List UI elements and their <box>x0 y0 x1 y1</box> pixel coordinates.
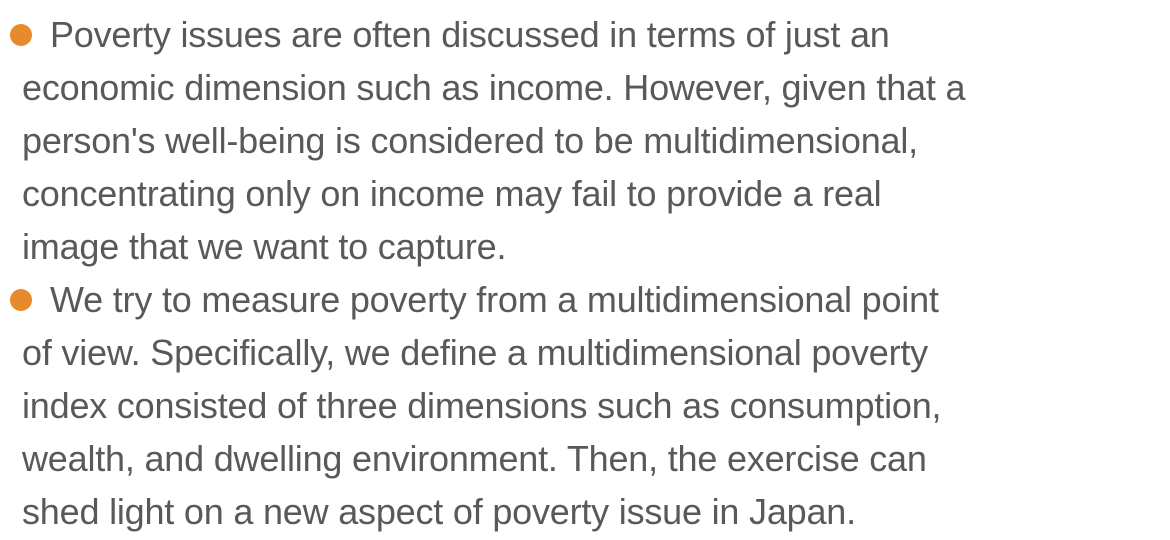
text-line: index consisted of three dimensions such… <box>22 385 942 426</box>
text-line: We try to measure poverty from a multidi… <box>50 279 939 320</box>
text-line: concentrating only on income may fail to… <box>22 173 882 214</box>
text-line: economic dimension such as income. Howev… <box>22 67 966 108</box>
text-line: wealth, and dwelling environment. Then, … <box>22 438 927 479</box>
text-line: shed light on a new aspect of poverty is… <box>22 491 856 532</box>
text-line: image that we want to capture. <box>22 226 507 267</box>
text-line: of view. Specifically, we define a multi… <box>22 332 928 373</box>
text-line: Poverty issues are often discussed in te… <box>50 14 890 55</box>
bullet-dot <box>10 24 32 46</box>
text-line: person's well-being is considered to be … <box>22 120 918 161</box>
bullet-dot <box>10 289 32 311</box>
